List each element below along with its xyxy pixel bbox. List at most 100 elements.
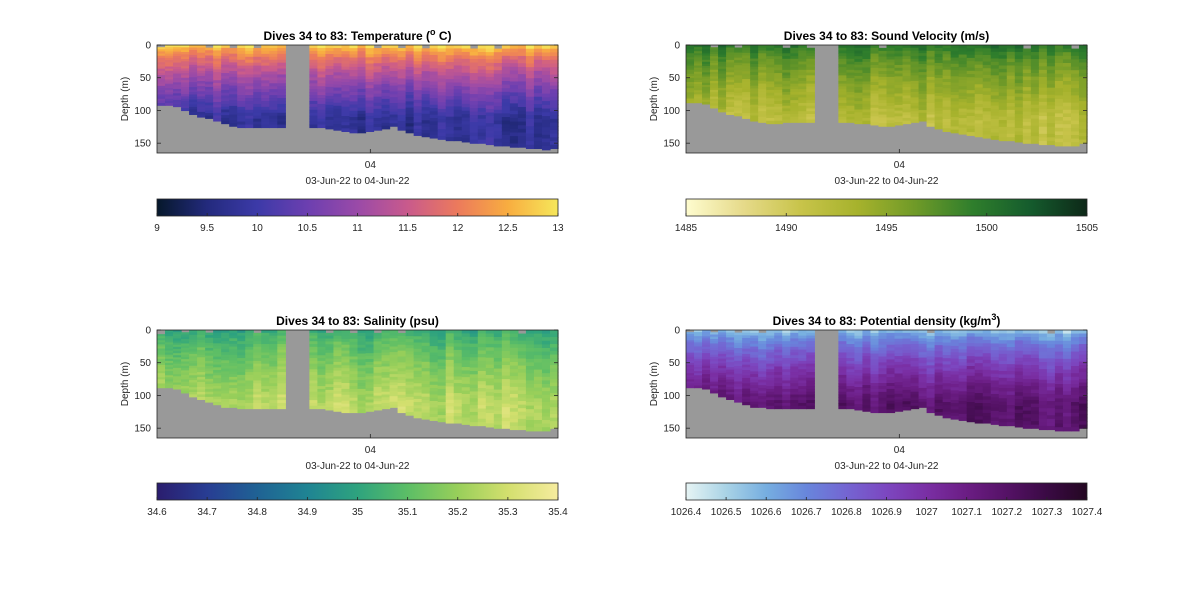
data-cell — [157, 360, 166, 364]
data-cell — [213, 80, 222, 84]
data-cell — [702, 376, 711, 379]
data-cell — [461, 387, 471, 392]
data-cell — [734, 353, 743, 357]
data-cell — [309, 103, 318, 108]
data-cell — [910, 89, 920, 93]
data-cell — [213, 77, 222, 81]
data-cell — [381, 352, 391, 356]
data-cell — [181, 77, 190, 81]
data-cell — [734, 55, 743, 59]
data-cell — [878, 108, 888, 113]
data-cell — [878, 56, 888, 61]
data-cell — [854, 341, 864, 345]
data-cell — [477, 111, 487, 116]
data-cell — [694, 55, 703, 58]
data-cell — [165, 362, 174, 366]
data-cell — [373, 72, 383, 76]
data-cell — [197, 81, 206, 85]
data-cell — [710, 374, 719, 378]
data-cell — [806, 386, 815, 390]
data-cell — [686, 375, 695, 378]
data-cell — [525, 85, 535, 90]
data-cell — [1078, 83, 1088, 88]
data-cell — [397, 365, 407, 369]
data-cell — [389, 71, 399, 75]
data-cell — [549, 74, 559, 79]
data-cell — [189, 57, 198, 61]
data-cell — [790, 388, 799, 393]
data-cell — [253, 352, 262, 356]
data-cell — [485, 340, 495, 345]
data-cell — [469, 104, 479, 109]
data-cell — [421, 364, 431, 369]
data-cell — [541, 420, 551, 425]
data-cell — [846, 394, 856, 398]
data-cell — [541, 104, 551, 110]
data-cell — [213, 91, 222, 95]
data-cell — [325, 367, 335, 371]
data-cell — [958, 89, 968, 94]
data-cell — [269, 341, 278, 345]
data-cell — [237, 103, 246, 108]
dive-column — [429, 330, 439, 421]
data-cell — [197, 377, 206, 381]
data-cell — [1046, 137, 1056, 142]
data-cell — [686, 358, 695, 362]
data-cell — [189, 334, 198, 338]
data-cell — [1038, 84, 1048, 89]
data-cell — [902, 384, 912, 388]
data-cell — [726, 372, 735, 376]
data-cell — [910, 374, 920, 379]
data-cell — [381, 104, 391, 109]
data-cell — [341, 128, 351, 132]
data-cell — [381, 397, 391, 401]
data-cell — [926, 362, 936, 366]
data-cell — [317, 402, 327, 407]
data-cell — [453, 419, 463, 424]
data-cell — [469, 115, 479, 120]
data-cell — [189, 87, 198, 91]
data-cell — [381, 391, 391, 396]
data-cell — [982, 131, 992, 136]
data-cell — [806, 56, 815, 60]
data-cell — [157, 62, 166, 65]
data-cell — [718, 380, 727, 384]
data-cell — [389, 85, 399, 90]
data-cell — [910, 108, 920, 112]
data-cell — [854, 352, 864, 357]
data-cell — [261, 369, 270, 373]
data-cell — [1038, 45, 1048, 50]
data-cell — [365, 341, 375, 346]
data-cell — [397, 114, 407, 119]
data-cell — [533, 387, 543, 392]
data-cell — [461, 330, 471, 334]
data-cell — [341, 100, 351, 105]
data-cell — [325, 349, 335, 354]
data-cell — [405, 129, 415, 134]
data-cell — [381, 80, 391, 85]
data-cell — [325, 65, 335, 70]
data-cell — [197, 78, 206, 82]
data-cell — [846, 397, 856, 401]
data-cell — [686, 356, 695, 360]
data-cell — [309, 118, 318, 123]
data-cell — [782, 349, 791, 354]
data-cell — [766, 363, 775, 368]
data-cell — [726, 394, 735, 398]
data-cell — [854, 73, 864, 77]
data-cell — [261, 62, 270, 67]
data-cell — [453, 406, 463, 411]
data-cell — [205, 94, 214, 98]
data-cell — [710, 334, 719, 338]
data-cell — [333, 399, 343, 404]
data-cell — [726, 389, 735, 393]
data-cell — [902, 47, 912, 52]
data-cell — [157, 77, 166, 81]
data-cell — [197, 114, 206, 118]
data-cell — [942, 63, 952, 68]
data-cell — [774, 394, 783, 398]
data-cell — [197, 68, 206, 72]
data-cell — [918, 341, 928, 345]
data-cell — [229, 123, 238, 127]
data-cell — [357, 385, 367, 390]
